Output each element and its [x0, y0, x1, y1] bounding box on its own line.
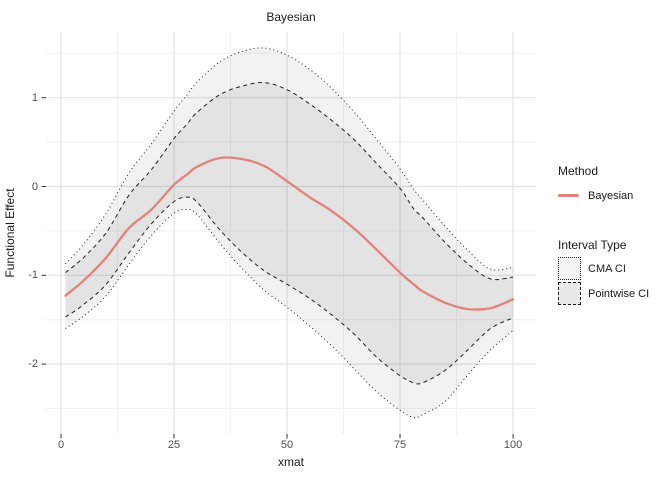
mean-bayesian-line	[64, 156, 515, 311]
legend-entry-bayesian: Bayesian	[558, 184, 668, 207]
x-tick-label: 0	[57, 439, 65, 451]
x-tick-label: 75	[393, 439, 407, 451]
pointwise-ci-key-icon	[558, 282, 581, 305]
legend-label-cma-ci: CMA CI	[588, 262, 626, 275]
legend-label-pointwise-ci: Pointwise CI	[588, 287, 650, 300]
y-tick-label: 0	[31, 180, 38, 193]
x-tick-label: 100	[503, 439, 523, 451]
legend-entry-cma-ci: CMA CI	[558, 257, 668, 280]
y-tick-label: -1	[28, 269, 38, 282]
x-tick-label: 50	[280, 439, 294, 451]
x-tick-label: 25	[167, 439, 181, 451]
legend-label-bayesian: Bayesian	[588, 189, 634, 202]
y-tick-label: -2	[28, 358, 38, 371]
cma-ci-key-icon	[558, 257, 581, 280]
pointwise-ci-upper-line	[65, 81, 514, 281]
cma-ci-ribbon	[65, 47, 513, 418]
legend-title-interval-type: Interval Type	[558, 238, 627, 252]
legend-title-method: Method	[558, 164, 599, 178]
pointwise-ci-lower-line	[65, 196, 514, 385]
x-axis-title: xmat	[277, 455, 304, 469]
bayesian-line-key-icon	[558, 194, 579, 197]
y-tick-label: 1	[31, 91, 38, 104]
plot-title: Bayesian	[266, 10, 316, 24]
pointwise-ci-ribbon	[65, 82, 513, 384]
y-axis-title: Functional Effect	[3, 188, 17, 278]
legend-entry-pointwise-ci: Pointwise CI	[558, 282, 668, 305]
